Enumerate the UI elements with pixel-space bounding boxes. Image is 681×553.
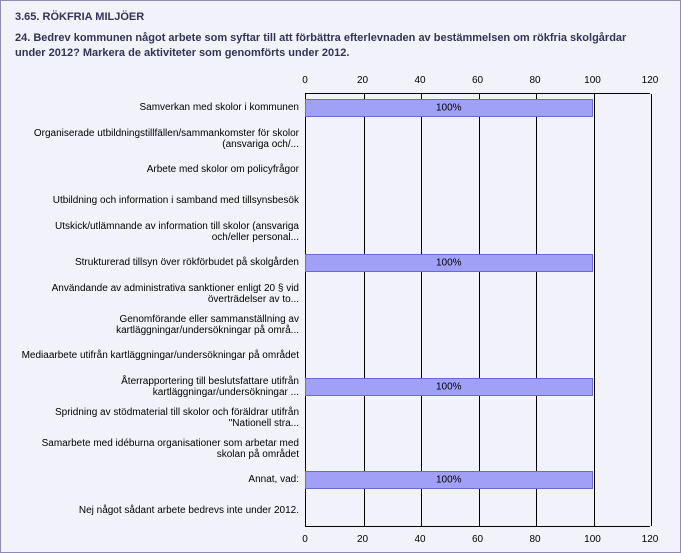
- chart-row: Samverkan med skolor i kommunen 100%: [15, 93, 666, 124]
- chart-row: Arbete med skolor om policyfrågor: [15, 155, 666, 186]
- chart-row: Utbildning och information i samband med…: [15, 186, 666, 217]
- bar: 100%: [305, 254, 593, 273]
- x-tick-top: 120: [642, 75, 659, 86]
- x-tick-bottom: 60: [472, 534, 483, 545]
- chart-row: Annat, vad: 100%: [15, 465, 666, 496]
- x-tick-bottom: 20: [357, 534, 368, 545]
- category-label: Annat, vad:: [19, 474, 299, 486]
- category-label: Strukturerad tillsyn över rökförbudet på…: [19, 257, 299, 269]
- report-panel: 3.65. RÖKFRIA MILJÖER 24. Bedrev kommune…: [0, 0, 681, 553]
- category-label: Samarbete med idéburna organisationer so…: [19, 438, 299, 461]
- chart-row: Utskick/utlämnande av information till s…: [15, 217, 666, 248]
- bar-value: 100%: [436, 258, 462, 269]
- x-tick-top: 0: [302, 75, 308, 86]
- bar: 100%: [305, 471, 593, 490]
- bar: 100%: [305, 99, 593, 118]
- x-tick-top: 80: [529, 75, 540, 86]
- bar-value: 100%: [436, 103, 462, 114]
- x-tick-bottom: 120: [642, 534, 659, 545]
- x-tick-top: 100: [584, 75, 601, 86]
- category-label: Återrapportering till beslutsfattare uti…: [19, 376, 299, 399]
- x-tick-bottom: 80: [529, 534, 540, 545]
- category-label: Arbete med skolor om policyfrågor: [19, 164, 299, 176]
- bar-value: 100%: [436, 475, 462, 486]
- category-label: Utbildning och information i samband med…: [19, 195, 299, 207]
- bar-value: 100%: [436, 382, 462, 393]
- chart-rows: Samverkan med skolor i kommunen 100% Organ…: [15, 93, 666, 527]
- chart-row: Återrapportering till beslutsfattare uti…: [15, 372, 666, 403]
- chart-row: Mediaarbete utifrån kartläggningar/under…: [15, 341, 666, 372]
- chart-row: Spridning av stödmaterial till skolor oc…: [15, 403, 666, 434]
- chart-row: Nej något sådant arbete bedrevs inte und…: [15, 496, 666, 527]
- x-tick-bottom: 40: [414, 534, 425, 545]
- category-label: Mediaarbete utifrån kartläggningar/under…: [19, 350, 299, 362]
- category-label: Spridning av stödmaterial till skolor oc…: [19, 407, 299, 430]
- category-label: Användande av administrativa sanktioner …: [19, 283, 299, 306]
- category-label: Utskick/utlämnande av information till s…: [19, 221, 299, 244]
- category-label: Genomförande eller sammanställning av ka…: [19, 314, 299, 337]
- category-label: Nej något sådant arbete bedrevs inte und…: [19, 505, 299, 517]
- chart: Samverkan med skolor i kommunen 100% Organ…: [15, 75, 666, 545]
- chart-row: Användande av administrativa sanktioner …: [15, 279, 666, 310]
- bar: 100%: [305, 378, 593, 397]
- chart-row: Strukturerad tillsyn över rökförbudet på…: [15, 248, 666, 279]
- category-label: Organiserade utbildningstillfällen/samma…: [19, 128, 299, 151]
- category-label: Samverkan med skolor i kommunen: [19, 102, 299, 114]
- question-text: 24. Bedrev kommunen något arbete som syf…: [15, 31, 655, 61]
- x-tick-bottom: 0: [302, 534, 308, 545]
- x-tick-top: 40: [414, 75, 425, 86]
- chart-row: Genomförande eller sammanställning av ka…: [15, 310, 666, 341]
- x-tick-top: 60: [472, 75, 483, 86]
- chart-row: Samarbete med idéburna organisationer so…: [15, 434, 666, 465]
- x-tick-bottom: 100: [584, 534, 601, 545]
- x-tick-top: 20: [357, 75, 368, 86]
- chart-row: Organiserade utbildningstillfällen/samma…: [15, 124, 666, 155]
- section-heading: 3.65. RÖKFRIA MILJÖER: [15, 11, 666, 23]
